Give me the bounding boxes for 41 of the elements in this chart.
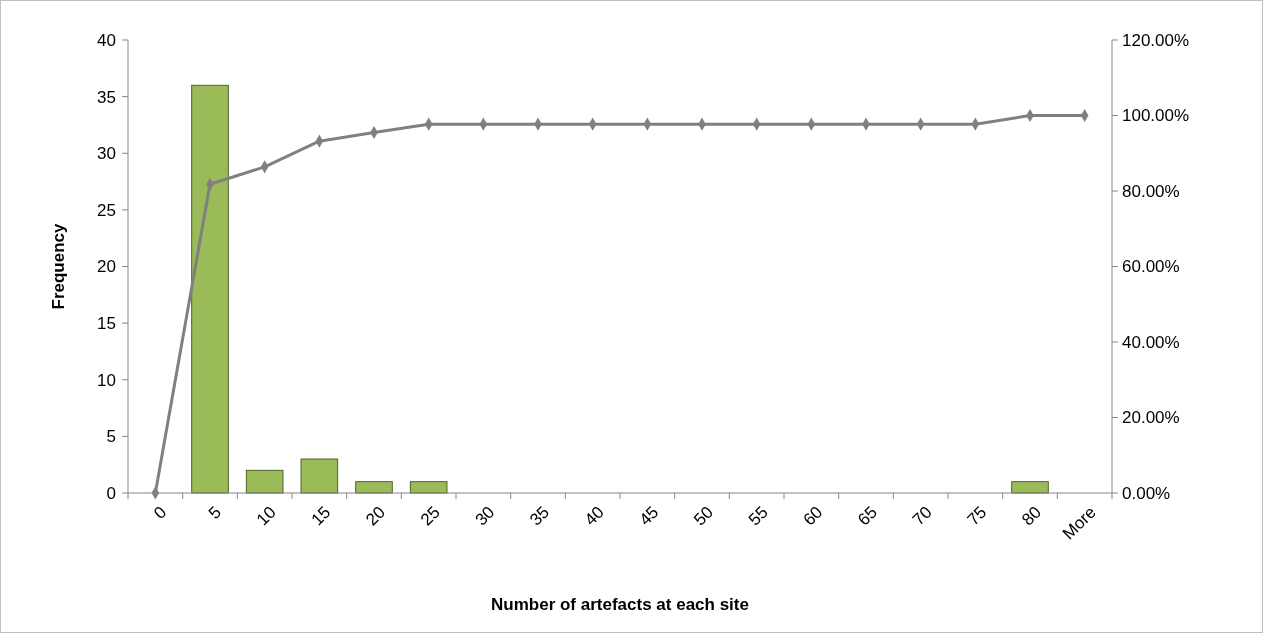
x-tick-label: 20 [362,502,390,530]
x-tick-label: 70 [908,502,936,530]
bar [355,481,393,494]
x-tick-label: 10 [252,502,280,530]
x-tick-label: 65 [854,502,882,530]
bar [191,84,229,494]
y2-tick-label: 40.00% [1122,332,1180,352]
y-tick-label: 25 [97,200,116,220]
x-tick-label: 30 [471,502,499,530]
y-tick-label: 0 [106,483,116,503]
y-axis-title: Frequency [49,222,68,310]
y2-tick-label: 80.00% [1122,181,1180,201]
y-tick-label: 10 [97,370,116,390]
x-tick-label: 5 [204,502,226,523]
x-tick-label: 80 [1018,502,1046,530]
bar [1011,481,1049,494]
x-tick-label: 35 [526,502,554,530]
y2-tick-label: 0.00% [1122,483,1171,503]
x-tick-label: 15 [307,502,335,530]
y-tick-label: 40 [97,30,116,50]
x-tick-label: 75 [963,502,991,530]
y-tick-label: 30 [97,144,116,164]
x-tick-label: 40 [580,502,608,530]
x-axis-title: Number of artefacts at each site [491,595,749,614]
y-tick-label: 5 [106,427,116,447]
x-tick-label: 45 [635,502,663,530]
y2-tick-label: 60.00% [1122,257,1180,277]
x-tick-label: 0 [150,502,171,523]
y-tick-label: 20 [97,257,116,277]
y2-tick-label: 100.00% [1122,106,1190,126]
y2-tick-label: 20.00% [1122,408,1180,428]
x-tick-label: 55 [744,502,772,530]
x-tick-label: 50 [690,502,718,530]
bar [409,481,448,494]
bar [300,458,339,494]
y2-tick-label: 120.00% [1122,30,1190,50]
y-tick-label: 15 [97,314,116,334]
x-tick-label: 60 [799,502,827,530]
bar [245,469,284,494]
y-tick-label: 35 [97,87,116,107]
x-tick-label: 25 [416,502,444,530]
